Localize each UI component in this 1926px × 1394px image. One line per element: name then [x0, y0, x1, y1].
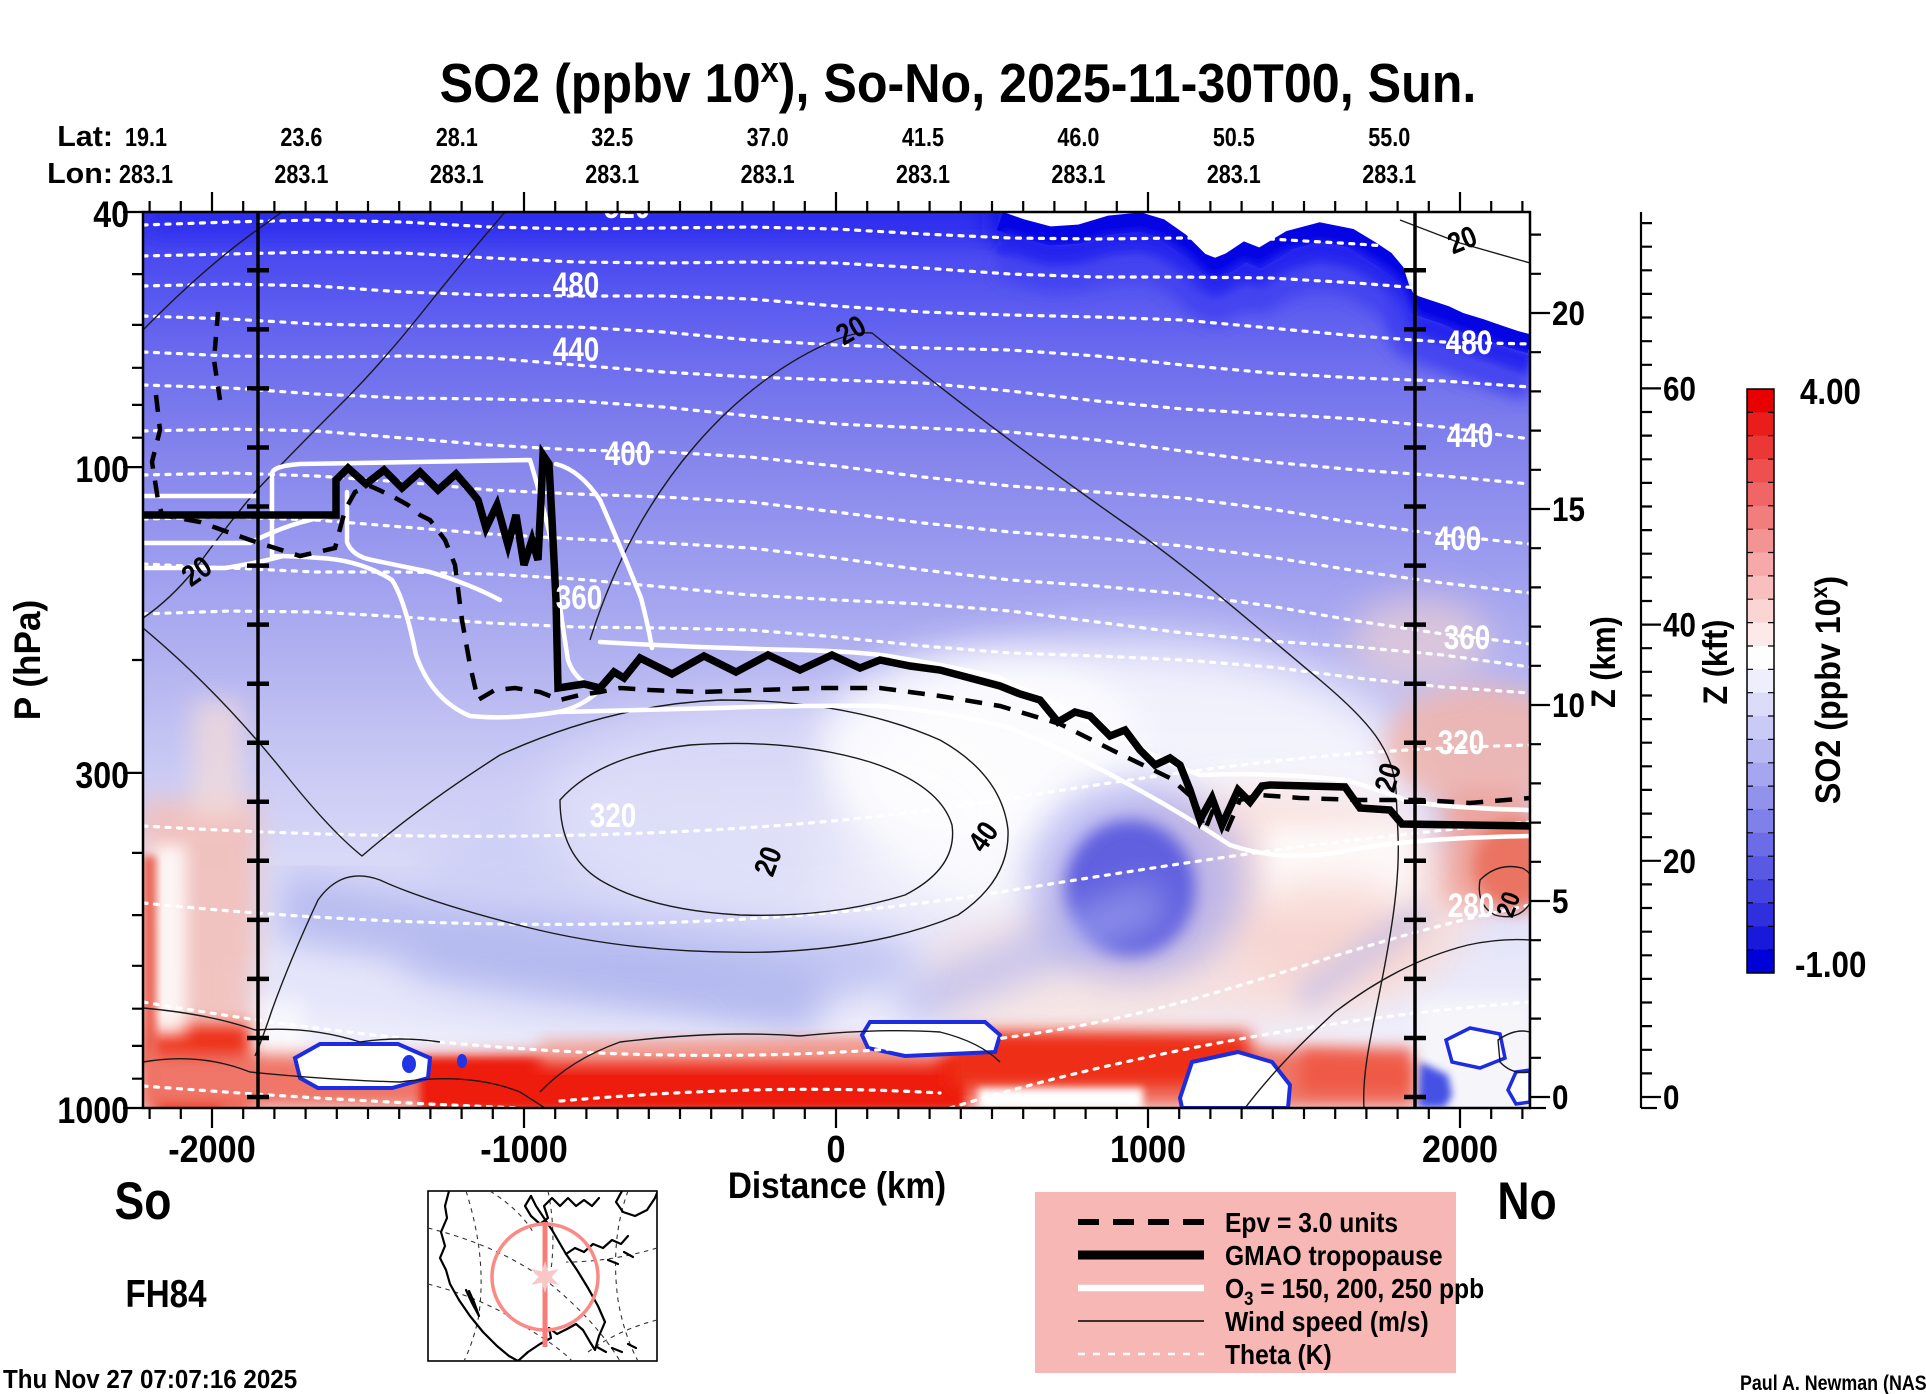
svg-text:2000: 2000: [1422, 1127, 1498, 1170]
svg-text:440: 440: [1447, 416, 1494, 454]
svg-text:Lon:: Lon:: [47, 158, 113, 190]
svg-text:283.1: 283.1: [1362, 160, 1416, 189]
svg-text:283.1: 283.1: [1051, 160, 1105, 189]
svg-text:-2000: -2000: [168, 1127, 255, 1170]
svg-text:Z (kft): Z (kft): [1697, 620, 1735, 705]
svg-text:Paul A. Newman (NASA: Paul A. Newman (NASA: [1740, 1372, 1926, 1394]
svg-text:SO2 (ppbv 10x): SO2 (ppbv 10x): [1806, 576, 1848, 804]
svg-text:520: 520: [604, 187, 651, 225]
svg-text:300: 300: [75, 756, 129, 797]
svg-text:50.5: 50.5: [1213, 123, 1255, 152]
svg-text:15: 15: [1552, 490, 1585, 528]
svg-text:0: 0: [1663, 1078, 1679, 1116]
svg-text:0: 0: [826, 1127, 845, 1170]
svg-text:440: 440: [553, 330, 600, 368]
svg-text:280: 280: [1448, 886, 1495, 924]
svg-text:283.1: 283.1: [741, 160, 795, 189]
svg-text:19.1: 19.1: [125, 123, 167, 152]
svg-text:SO2 (ppbv 10x), So-No, 2025-11: SO2 (ppbv 10x), So-No, 2025-11-30T00, Su…: [440, 51, 1477, 115]
svg-text:10: 10: [1552, 686, 1585, 724]
svg-text:283.1: 283.1: [585, 160, 639, 189]
svg-text:Z (km): Z (km): [1585, 616, 1623, 708]
svg-text:20: 20: [1552, 294, 1585, 332]
svg-text:60: 60: [1663, 369, 1696, 407]
svg-text:O3 = 150, 200, 250 ppb: O3 = 150, 200, 250 ppb: [1225, 1273, 1484, 1310]
svg-text:Wind speed (m/s): Wind speed (m/s): [1225, 1306, 1429, 1338]
svg-text:23.6: 23.6: [280, 123, 322, 152]
svg-text:-1.00: -1.00: [1795, 945, 1866, 986]
svg-text:400: 400: [605, 434, 652, 472]
svg-text:283.1: 283.1: [896, 160, 950, 189]
svg-text:283.1: 283.1: [119, 160, 173, 189]
svg-text:No: No: [1497, 1172, 1556, 1230]
svg-text:28.1: 28.1: [436, 123, 478, 152]
svg-text:Theta (K): Theta (K): [1225, 1339, 1332, 1371]
svg-text:Lat:: Lat:: [57, 121, 113, 153]
svg-text:37.0: 37.0: [747, 123, 789, 152]
svg-text:46.0: 46.0: [1057, 123, 1099, 152]
svg-text:Distance (km): Distance (km): [728, 1165, 946, 1206]
svg-text:5: 5: [1552, 882, 1568, 920]
svg-text:Epv = 3.0 units: Epv = 3.0 units: [1225, 1207, 1398, 1239]
svg-text:283.1: 283.1: [430, 160, 484, 189]
svg-text:283.1: 283.1: [1207, 160, 1261, 189]
svg-text:480: 480: [553, 265, 600, 303]
svg-text:1000: 1000: [57, 1091, 129, 1132]
svg-text:4.00: 4.00: [1800, 372, 1861, 413]
svg-text:100: 100: [75, 450, 129, 491]
svg-text:320: 320: [590, 796, 637, 834]
svg-text:Thu Nov 27 07:07:16 2025: Thu Nov 27 07:07:16 2025: [3, 1365, 297, 1394]
svg-text:41.5: 41.5: [902, 123, 944, 152]
svg-text:360: 360: [556, 578, 603, 616]
svg-text:400: 400: [1435, 519, 1482, 557]
svg-text:So: So: [115, 1172, 172, 1230]
svg-text:40: 40: [93, 195, 129, 236]
svg-text:480: 480: [1446, 323, 1493, 361]
svg-text:55.0: 55.0: [1368, 123, 1410, 152]
svg-text:-1000: -1000: [480, 1127, 567, 1170]
svg-text:283.1: 283.1: [274, 160, 328, 189]
svg-text:360: 360: [1444, 618, 1491, 656]
svg-text:P (hPa): P (hPa): [6, 600, 48, 720]
svg-text:1000: 1000: [1110, 1127, 1186, 1170]
svg-text:20: 20: [1663, 842, 1696, 880]
svg-text:FH84: FH84: [125, 1271, 206, 1315]
svg-text:32.5: 32.5: [591, 123, 633, 152]
svg-text:GMAO tropopause: GMAO tropopause: [1225, 1240, 1443, 1272]
svg-text:0: 0: [1552, 1078, 1568, 1116]
svg-text:40: 40: [1663, 606, 1696, 644]
svg-text:320: 320: [1438, 723, 1485, 761]
